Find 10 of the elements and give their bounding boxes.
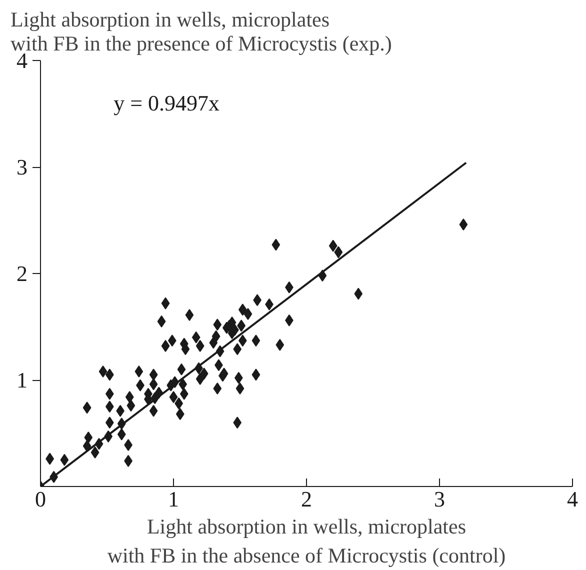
x-axis-title: Light absorption in wells, microplates with FB in the absence of Microcystis (control)	[107, 514, 506, 568]
annotation: y = 0.9497x	[114, 90, 220, 116]
x-tick-label: 4	[567, 486, 578, 512]
x-tick-label: 0	[35, 486, 46, 512]
x-tick-label: 1	[168, 486, 179, 512]
y-tick-label: 3	[16, 154, 28, 180]
x-tick-label: 2	[301, 486, 312, 512]
y-tick-label: 2	[16, 261, 28, 286]
y-tick-label: 1	[16, 368, 28, 392]
x-tick-label: 3	[434, 486, 445, 512]
